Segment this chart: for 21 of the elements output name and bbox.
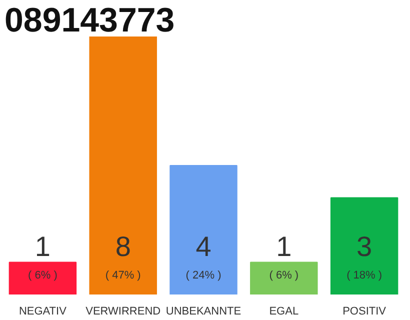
x-tick-label: EGAL bbox=[269, 306, 299, 318]
x-tick-label: NEGATIV bbox=[18, 306, 68, 318]
data-label: 3 bbox=[356, 230, 372, 262]
bar bbox=[89, 36, 157, 294]
annotation: ( 18% ) bbox=[346, 270, 382, 282]
data-label: 8 bbox=[115, 230, 131, 262]
chart-title: 089143773 bbox=[4, 2, 175, 40]
annotation: ( 24% ) bbox=[186, 270, 222, 282]
bar bbox=[250, 262, 318, 294]
data-label: 1 bbox=[34, 230, 50, 262]
annotation: ( 6% ) bbox=[28, 270, 58, 282]
bar bbox=[330, 197, 398, 294]
bar bbox=[170, 165, 238, 294]
annotation: ( 47% ) bbox=[105, 270, 141, 282]
x-tick-label: UNBEKANNTE bbox=[166, 306, 242, 318]
x-tick-label: VERWIRREND bbox=[86, 306, 161, 318]
x-tick-label: POSITIV bbox=[342, 306, 387, 318]
data-label: 4 bbox=[196, 230, 212, 262]
annotation: ( 6% ) bbox=[269, 270, 299, 282]
bar bbox=[8, 262, 77, 294]
data-label: 1 bbox=[276, 230, 292, 262]
